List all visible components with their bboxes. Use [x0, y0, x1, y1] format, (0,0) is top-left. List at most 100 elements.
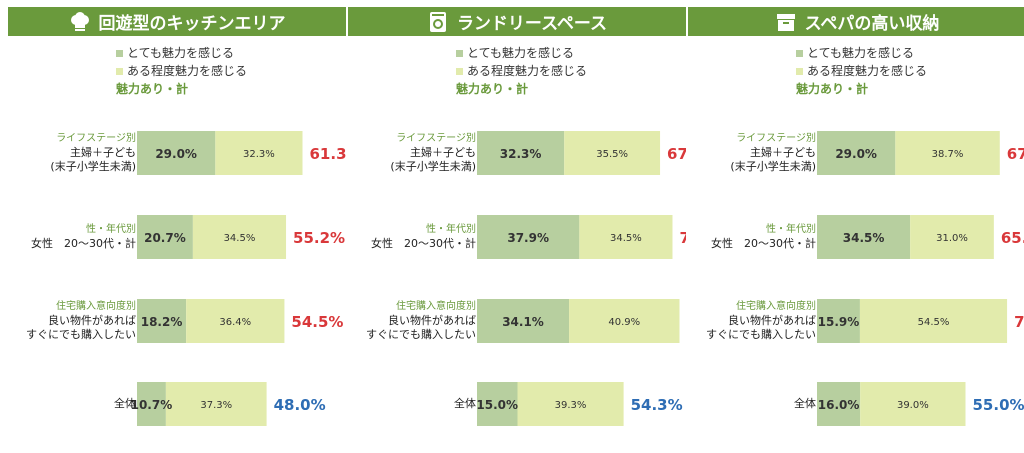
bar-strong: [817, 215, 911, 259]
total-label: 48.0%: [274, 396, 326, 414]
bar-some-label: 35.5%: [596, 149, 628, 160]
legend: とても魅力を感じる ある程度魅力を感じる 魅力あり・計: [796, 44, 927, 98]
bar-strong: [137, 215, 193, 259]
panel-kitchen: 回遊型のキッチンエリア とても魅力を感じる ある程度魅力を感じる 魅力あり・計 …: [8, 0, 346, 453]
category-line: 全体: [454, 397, 476, 410]
category-line: 全体: [114, 397, 136, 410]
total-label: 61.3%: [310, 145, 346, 163]
category-line: 主婦＋子ども: [410, 146, 476, 159]
bar-strong-label: 15.9%: [818, 315, 860, 329]
category-label: 全体: [8, 397, 136, 411]
legend: とても魅力を感じる ある程度魅力を感じる 魅力あり・計: [116, 44, 247, 98]
category-line: すぐにでも購入したい: [366, 328, 476, 341]
total-label: 55.0%: [973, 396, 1024, 414]
legend-strong: とても魅力を感じる: [127, 46, 235, 60]
total-label: 67.7%: [1007, 145, 1024, 163]
category-group: 住宅購入意向度別: [396, 301, 476, 312]
bar-some: [860, 382, 966, 426]
bar-some: [165, 382, 267, 426]
category-line: (末子小学生未満): [730, 160, 816, 173]
bar-some: [517, 382, 624, 426]
category-group: 性・年代別: [426, 224, 476, 235]
bar-some-label: 31.0%: [936, 233, 968, 244]
bar-some: [215, 131, 303, 175]
total-label: 65.5%: [1001, 229, 1024, 247]
category-line: すぐにでも購入したい: [706, 328, 816, 341]
category-line: 女性 20～30代・計: [371, 237, 476, 250]
legend: とても魅力を感じる ある程度魅力を感じる 魅力あり・計: [456, 44, 587, 98]
legend-total: 魅力あり・計: [116, 82, 189, 96]
bar-strong-label: 16.0%: [818, 398, 860, 412]
bar-some: [579, 215, 673, 259]
chart-laundry: 32.3% 35.5% 67.7% 37.9% 34.5% 72.4% 34.1% 40.9%…: [476, 131, 686, 426]
panel-header: スペパの高い収納: [688, 7, 1024, 36]
category-line: 主婦＋子ども: [750, 146, 816, 159]
chart-storage: 29.0% 38.7% 67.7% 34.5% 31.0% 65.5% 15.9% 54.5%…: [817, 131, 1024, 426]
category-group: 住宅購入意向度別: [736, 301, 816, 312]
category-label: 全体: [348, 397, 476, 411]
legend-total: 魅力あり・計: [456, 82, 529, 96]
bar-strong-label: 15.0%: [476, 398, 518, 412]
category-label: 全体: [688, 397, 816, 411]
category-group: 住宅購入意向度別: [56, 301, 136, 312]
legend-swatch-some: [796, 67, 803, 75]
bar-some-label: 37.3%: [200, 400, 232, 411]
category-line: 主婦＋子ども: [70, 146, 136, 159]
total-label: 54.3%: [631, 396, 683, 414]
legend-some: ある程度魅力を感じる: [127, 64, 248, 78]
category-label: 性・年代別 女性 20～30代・計: [8, 223, 136, 251]
total-label: 55.2%: [293, 229, 345, 247]
bar-some: [569, 299, 680, 343]
category-label: 性・年代別女性 20～30代・計: [348, 223, 476, 251]
legend-some: ある程度魅力を感じる: [807, 64, 928, 78]
total-label: 67.7%: [667, 145, 686, 163]
panel-header: ランドリースペース: [348, 7, 686, 36]
category-line: (末子小学生未満): [50, 160, 136, 173]
bar-some-label: 40.9%: [608, 317, 640, 328]
category-label: ライフステージ別主婦＋子ども (末子小学生未満): [348, 132, 476, 174]
category-line: 女性 20～30代・計: [711, 237, 816, 250]
bar-strong-label: 34.5%: [843, 231, 885, 245]
bar-strong: [817, 131, 896, 175]
legend-strong: とても魅力を感じる: [467, 46, 575, 60]
category-line: 女性 20～30代・計: [31, 237, 136, 250]
bar-some: [186, 299, 285, 343]
bar-strong-label: 32.3%: [500, 147, 542, 161]
bar-strong-label: 10.7%: [131, 398, 173, 412]
panel-header: 回遊型のキッチンエリア: [8, 7, 346, 36]
bar-strong-label: 37.9%: [507, 231, 549, 245]
bar-strong: [477, 382, 518, 426]
bar-some-label: 34.5%: [610, 233, 642, 244]
category-line: 良い物件があれば: [48, 314, 136, 327]
legend-strong: とても魅力を感じる: [807, 46, 915, 60]
bar-strong: [817, 382, 861, 426]
category-group: ライフステージ別: [396, 133, 476, 144]
category-line: 良い物件があれば: [728, 314, 816, 327]
panel-title: スペパの高い収納: [804, 14, 940, 34]
legend-swatch-strong: [456, 49, 463, 57]
bar-some: [895, 131, 1000, 175]
category-line: (末子小学生未満): [390, 160, 476, 173]
legend-swatch-some: [116, 67, 123, 75]
total-label: 70.5%: [1014, 313, 1024, 331]
bar-some: [910, 215, 994, 259]
category-line: すぐにでも購入したい: [26, 328, 136, 341]
chart-kitchen: 29.0% 32.3% 61.3% 20.7% 34.5% 55.2% 18.2% 36.4%…: [131, 131, 346, 426]
category-label: 住宅購入意向度別良い物件があれば すぐにでも購入したい: [8, 300, 136, 342]
category-group: ライフステージ別: [736, 133, 816, 144]
bar-some-label: 38.7%: [932, 149, 964, 160]
bar-strong: [477, 215, 580, 259]
bar-strong: [137, 131, 216, 175]
total-label: 54.5%: [291, 313, 343, 331]
legend-some: ある程度魅力を感じる: [467, 64, 588, 78]
bar-some-label: 54.5%: [918, 317, 950, 328]
legend-swatch-some: [456, 67, 463, 75]
bar-strong-label: 18.2%: [141, 315, 183, 329]
category-label: 住宅購入意向度別良い物件があれば すぐにでも購入したい: [688, 300, 816, 342]
bar-some: [859, 299, 1008, 343]
category-label: 住宅購入意向度別 良い物件があれば すぐにでも購入したい: [348, 300, 476, 342]
bar-some-label: 39.3%: [555, 400, 587, 411]
bar-strong: [477, 131, 565, 175]
storage-box-icon: [776, 13, 795, 31]
bar-strong: [817, 299, 860, 343]
